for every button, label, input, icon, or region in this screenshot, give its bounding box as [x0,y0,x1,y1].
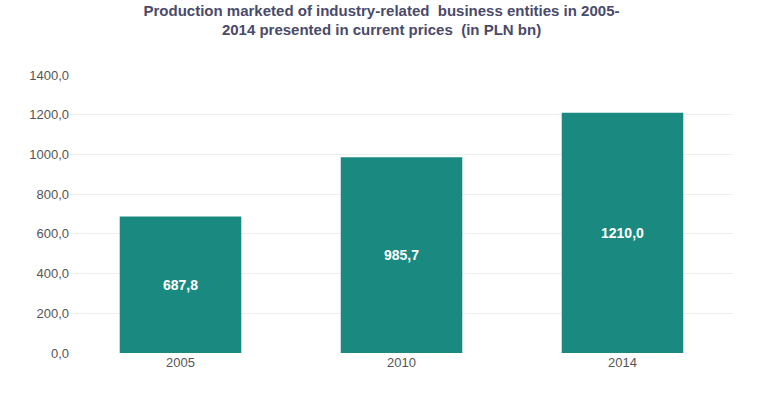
svg-text:1400,0: 1400,0 [29,68,69,83]
svg-text:2005: 2005 [166,355,195,370]
svg-text:Production marketed of industr: Production marketed of industry-related … [144,2,620,39]
svg-text:400,0: 400,0 [36,266,69,281]
svg-text:200,0: 200,0 [36,306,69,321]
svg-text:2014: 2014 [608,355,637,370]
svg-text:800,0: 800,0 [36,187,69,202]
svg-text:1200,0: 1200,0 [29,107,69,122]
svg-text:687,8: 687,8 [163,277,198,293]
svg-text:2010: 2010 [387,355,416,370]
svg-text:1000,0: 1000,0 [29,147,69,162]
svg-text:0,0: 0,0 [51,346,69,361]
svg-text:1210,0: 1210,0 [601,225,644,241]
svg-text:600,0: 600,0 [36,226,69,241]
svg-text:985,7: 985,7 [384,247,419,263]
